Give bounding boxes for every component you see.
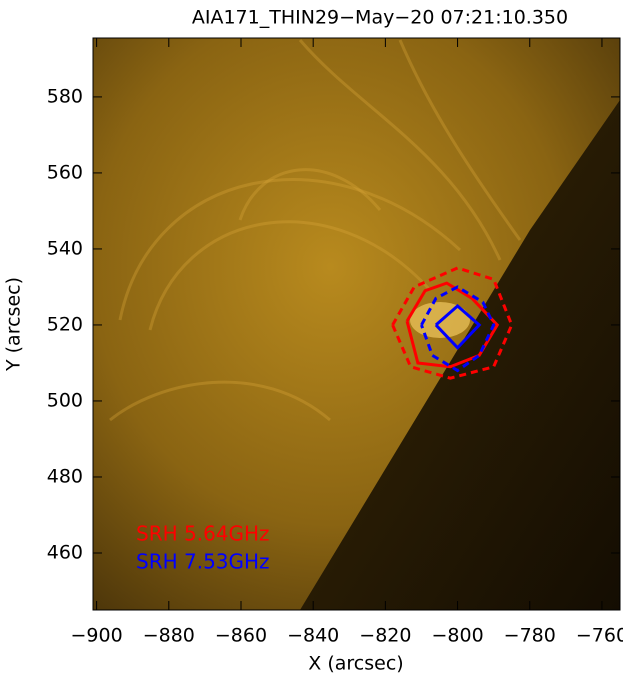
x-tick-label: −820	[359, 625, 411, 647]
legend-entry: SRH 5.64GHz	[136, 522, 270, 546]
legend-entry: SRH 7.53GHz	[136, 550, 270, 574]
y-tick-label: 520	[47, 313, 83, 335]
y-tick-label: 560	[47, 161, 83, 183]
chart-title: AIA171_THIN29−May−20 07:21:10.350	[192, 7, 568, 29]
y-tick-label: 540	[47, 237, 83, 259]
x-tick-label: −800	[431, 625, 483, 647]
y-axis-label: Y (arcsec)	[3, 277, 25, 372]
x-tick-label: −760	[576, 625, 623, 647]
x-tick-label: −900	[71, 625, 123, 647]
x-tick-label: −880	[143, 625, 195, 647]
x-tick-label: −780	[504, 625, 556, 647]
y-tick-label: 580	[47, 85, 83, 107]
y-tick-label: 500	[47, 389, 83, 411]
x-tick-label: −840	[287, 625, 339, 647]
chart: AIA171_THIN29−May−20 07:21:10.350 X (arc…	[0, 0, 623, 677]
y-tick-label: 460	[47, 541, 83, 563]
x-axis-label: X (arcsec)	[308, 653, 403, 675]
x-tick-label: −860	[215, 625, 267, 647]
y-tick-label: 480	[47, 465, 83, 487]
